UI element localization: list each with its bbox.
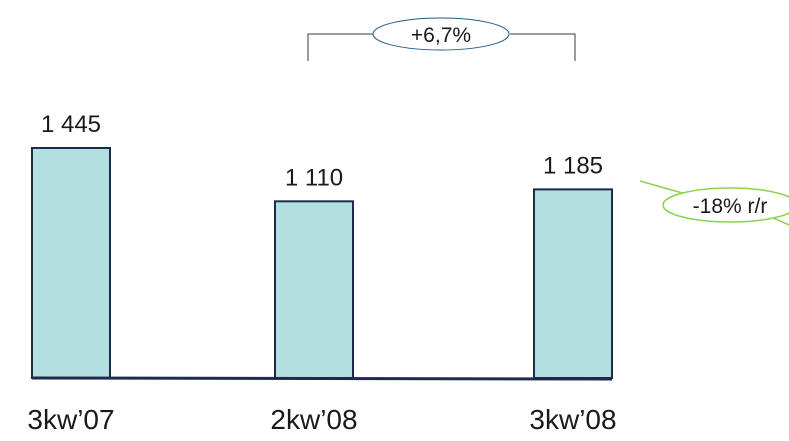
bar-value-label: 1 445 xyxy=(41,111,101,138)
yoy-change-annotation: -18% r/r xyxy=(639,180,789,226)
qoq-change-ellipse xyxy=(372,17,510,51)
bar xyxy=(533,188,613,379)
yoy-change-ellipse xyxy=(662,187,789,223)
qoq-change-annotation: +6,7% xyxy=(307,17,576,61)
qoq-bracket xyxy=(510,33,576,61)
category-label: 3kw’07 xyxy=(27,404,114,435)
yoy-change-label: -18% r/r xyxy=(693,195,768,218)
qoq-bracket xyxy=(307,33,373,61)
bar-value-label: 1 185 xyxy=(543,152,603,179)
bar xyxy=(274,200,354,379)
qoq-change-label: +6,7% xyxy=(411,24,471,47)
category-label: 2kw’08 xyxy=(270,404,357,435)
category-label: 3kw’08 xyxy=(529,404,616,435)
x-axis-baseline xyxy=(31,376,613,381)
bar xyxy=(31,147,111,379)
bar-value-label: 1 110 xyxy=(285,164,343,191)
